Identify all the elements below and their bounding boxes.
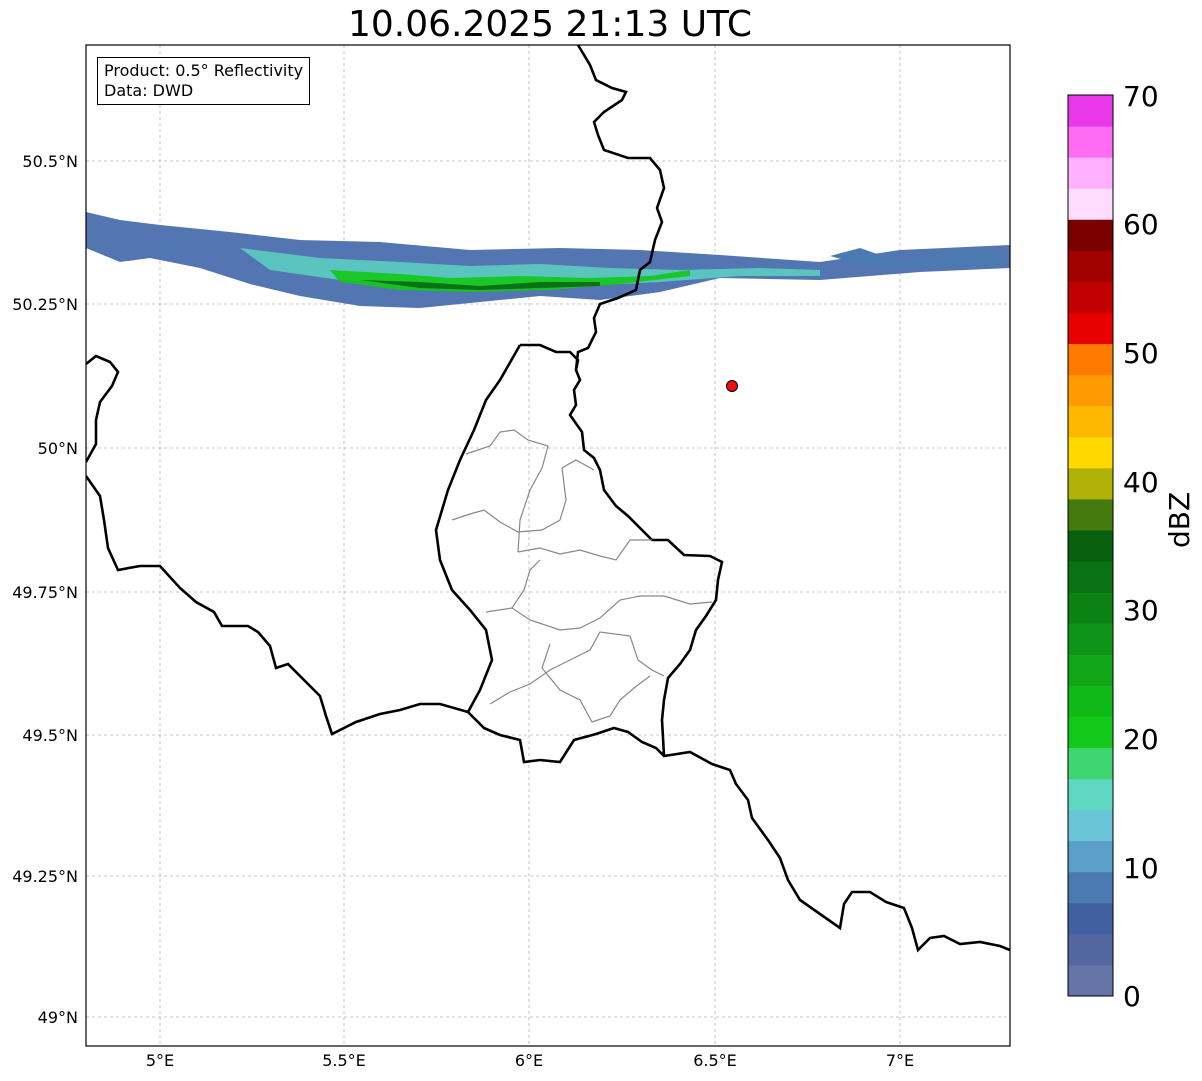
lat-tick-label: 49°N bbox=[38, 1008, 78, 1027]
lat-tick-label: 50.5°N bbox=[22, 152, 78, 171]
lon-tick-label: 5.5°E bbox=[322, 1051, 366, 1070]
colorbar-segment bbox=[1068, 529, 1113, 562]
colorbar-segment bbox=[1068, 716, 1113, 748]
colorbar-segment bbox=[1068, 219, 1113, 251]
colorbar-segment bbox=[1068, 126, 1113, 158]
colorbar-segment bbox=[1068, 964, 1113, 997]
colorbar-tick-label: 60 bbox=[1123, 208, 1159, 241]
colorbar-segment bbox=[1068, 95, 1113, 127]
colorbar-segment bbox=[1068, 561, 1113, 593]
colorbar-segment bbox=[1068, 623, 1113, 655]
colorbar-segment bbox=[1068, 685, 1113, 717]
location-marker[interactable] bbox=[726, 380, 738, 392]
colorbar-segment bbox=[1068, 654, 1113, 686]
colorbar-segment bbox=[1068, 498, 1113, 531]
lon-tick-label: 5°E bbox=[146, 1051, 174, 1070]
colorbar-segment bbox=[1068, 592, 1113, 624]
colorbar-segment bbox=[1068, 778, 1113, 811]
colorbar-segment bbox=[1068, 281, 1113, 313]
colorbar-segment bbox=[1068, 436, 1113, 469]
lat-tick-label: 50°N bbox=[38, 439, 78, 458]
colorbar bbox=[1068, 95, 1113, 997]
colorbar-frame bbox=[1067, 94, 1114, 997]
radar-echo-band bbox=[86, 212, 1010, 308]
colorbar-segment bbox=[1068, 343, 1113, 376]
lon-tick-label: 6°E bbox=[515, 1051, 543, 1070]
info-box: Product: 0.5° Reflectivity Data: DWD bbox=[97, 57, 311, 105]
colorbar-segment bbox=[1068, 871, 1113, 904]
colorbar-segment bbox=[1068, 840, 1113, 873]
colorbar-segment bbox=[1068, 374, 1113, 407]
colorbar-segment bbox=[1068, 250, 1113, 282]
gridlines bbox=[86, 45, 1010, 1046]
colorbar-segment bbox=[1068, 157, 1113, 189]
lat-tick-label: 49.25°N bbox=[12, 867, 78, 886]
national-borders bbox=[86, 45, 1010, 953]
colorbar-label: dBZ bbox=[1163, 491, 1196, 548]
colorbar-segment bbox=[1068, 405, 1113, 438]
colorbar-tick-label: 70 bbox=[1123, 80, 1159, 113]
lat-tick-label: 50.25°N bbox=[12, 295, 78, 314]
colorbar-tick-label: 40 bbox=[1123, 466, 1159, 499]
colorbar-segment bbox=[1068, 933, 1113, 966]
lon-tick-label: 6.5°E bbox=[693, 1051, 737, 1070]
colorbar-segment bbox=[1068, 809, 1113, 842]
colorbar-tick-label: 30 bbox=[1123, 594, 1159, 627]
latitude-tick-labels: 50.5°N 50.25°N 50°N 49.75°N 49.5°N 49.25… bbox=[12, 152, 78, 1027]
colorbar-segment bbox=[1068, 902, 1113, 935]
lat-tick-label: 49.75°N bbox=[12, 583, 78, 602]
colorbar-tick-labels: 0 10 20 30 40 50 60 70 bbox=[1123, 80, 1159, 1013]
colorbar-segment bbox=[1068, 188, 1113, 220]
data-source-label: Data: DWD bbox=[104, 81, 194, 100]
colorbar-tick-label: 10 bbox=[1123, 852, 1159, 885]
map-title: 10.06.2025 21:13 UTC bbox=[347, 4, 753, 45]
lon-tick-label: 7°E bbox=[886, 1051, 914, 1070]
colorbar-tick-label: 20 bbox=[1123, 723, 1159, 756]
product-label: Product: 0.5° Reflectivity bbox=[104, 61, 304, 80]
colorbar-tick-label: 50 bbox=[1123, 337, 1159, 370]
canton-boundaries bbox=[451, 429, 713, 723]
colorbar-tick-label: 0 bbox=[1123, 980, 1141, 1013]
colorbar-segment bbox=[1068, 747, 1113, 780]
colorbar-segment bbox=[1068, 312, 1113, 345]
colorbar-segment bbox=[1068, 467, 1113, 500]
plot-frame bbox=[85, 44, 1011, 1047]
longitude-tick-labels: 5°E 5.5°E 6°E 6.5°E 7°E bbox=[146, 1051, 914, 1070]
lat-tick-label: 49.5°N bbox=[22, 726, 78, 745]
